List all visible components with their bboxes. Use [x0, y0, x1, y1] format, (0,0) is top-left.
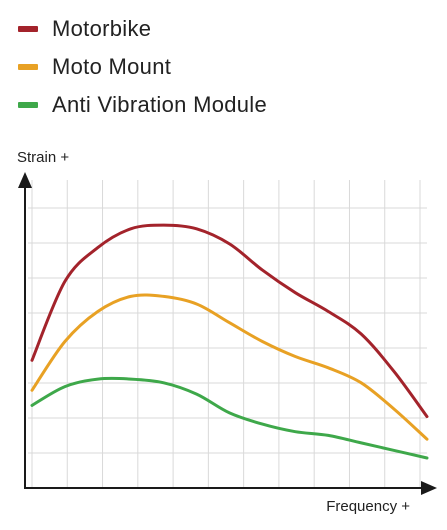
- series-line-motorbike: [30, 223, 429, 419]
- legend-swatch-motorbike: [18, 26, 38, 32]
- y-axis-arrow: [18, 172, 32, 188]
- legend-item-anti-vibration-module: Anti Vibration Module: [18, 86, 267, 124]
- legend-item-motorbike: Motorbike: [18, 10, 267, 48]
- legend: Motorbike Moto Mount Anti Vibration Modu…: [18, 10, 267, 124]
- series-layer: [30, 223, 429, 460]
- x-axis-label: Frequency +: [326, 498, 410, 515]
- legend-item-moto-mount: Moto Mount: [18, 48, 267, 86]
- legend-label-moto-mount: Moto Mount: [52, 54, 172, 79]
- series-line-moto-mount: [30, 293, 429, 441]
- legend-swatch-anti-vibration-module: [18, 102, 38, 108]
- legend-label-anti-vibration-module: Anti Vibration Module: [52, 92, 268, 117]
- y-axis-label: Strain +: [17, 149, 69, 166]
- x-axis-arrow: [421, 481, 437, 495]
- legend-swatch-moto-mount: [18, 64, 38, 70]
- chart-axes: [18, 172, 437, 495]
- chart-grid: [28, 180, 427, 488]
- series-line-anti-vibration-module: [30, 376, 429, 460]
- legend-label-motorbike: Motorbike: [52, 16, 152, 41]
